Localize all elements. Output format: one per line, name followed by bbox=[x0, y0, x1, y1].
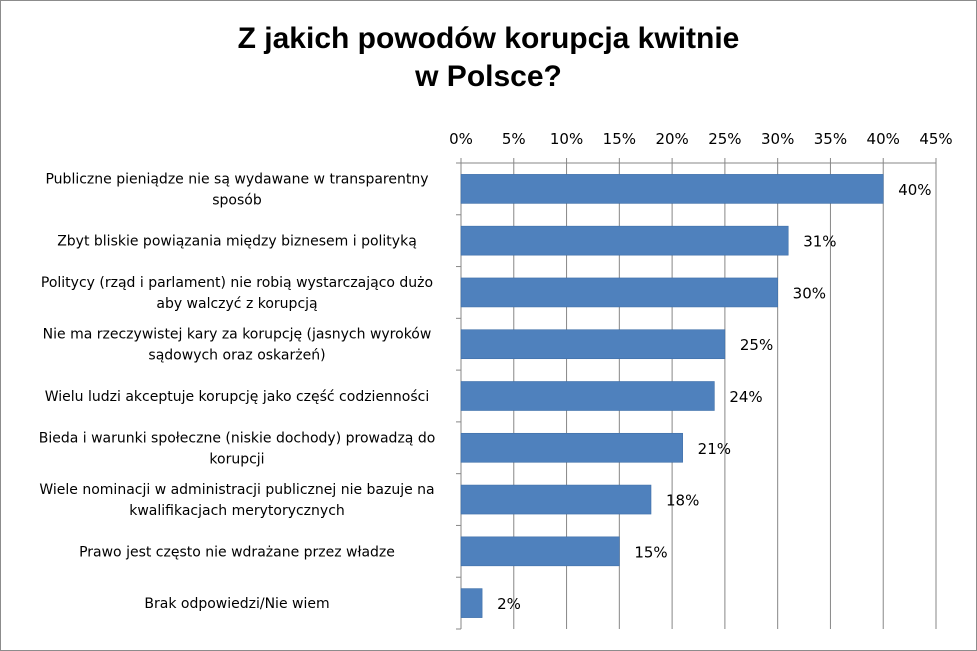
category-label-line: Publiczne pieniądze nie są wydawane w tr… bbox=[45, 171, 428, 187]
chart-title: Z jakich powodów korupcja kwitnie w Pols… bbox=[0, 20, 977, 96]
bar bbox=[460, 484, 652, 515]
category-label: Prawo jest często nie wdrażane przez wła… bbox=[79, 544, 395, 560]
x-tick-label: 0% bbox=[449, 130, 473, 148]
bar bbox=[460, 174, 884, 204]
x-tick-label: 25% bbox=[708, 130, 741, 148]
category-label: Politycy (rząd i parlament) nie robią wy… bbox=[41, 275, 433, 312]
category-label-line: kwalifikacjach merytorycznych bbox=[129, 503, 345, 519]
x-tick-label: 20% bbox=[655, 130, 688, 148]
data-label: 21% bbox=[698, 440, 731, 458]
category-label-line: Politycy (rząd i parlament) nie robią wy… bbox=[41, 275, 433, 291]
category-label: Zbyt bliskie powiązania między biznesem … bbox=[57, 234, 417, 250]
data-label: 2% bbox=[497, 595, 521, 613]
category-labels: Publiczne pieniądze nie są wydawane w tr… bbox=[39, 171, 436, 612]
bar bbox=[460, 432, 683, 463]
category-label: Publiczne pieniądze nie są wydawane w tr… bbox=[45, 171, 428, 208]
bar bbox=[460, 381, 715, 411]
category-label: Wielu ludzi akceptuje korupcję jako częś… bbox=[45, 389, 430, 405]
category-label-line: Brak odpowiedzi/Nie wiem bbox=[144, 596, 329, 612]
x-tick-label: 35% bbox=[814, 130, 847, 148]
x-tick-label: 40% bbox=[867, 130, 900, 148]
category-label-line: sposób bbox=[212, 192, 262, 208]
x-tick-label: 45% bbox=[919, 130, 952, 148]
category-label-line: aby walczyć z korupcją bbox=[156, 296, 317, 312]
category-label: Nie ma rzeczywistej kary za korupcję (ja… bbox=[43, 327, 432, 364]
data-label: 31% bbox=[803, 233, 836, 251]
data-labels: 40% 31% 30% 25% 24% 21% 18% 15% 2% bbox=[497, 181, 931, 613]
category-label-line: Wiele nominacji w administracji publiczn… bbox=[39, 482, 434, 498]
category-label-line: Nie ma rzeczywistej kary za korupcję (ja… bbox=[43, 327, 432, 343]
category-label-line: Wielu ludzi akceptuje korupcję jako częś… bbox=[45, 389, 430, 405]
bar bbox=[460, 588, 483, 618]
category-label-line: korupcji bbox=[209, 451, 264, 467]
x-tick-label: 10% bbox=[550, 130, 583, 148]
data-label: 30% bbox=[793, 284, 826, 302]
chart-title-line-1: Z jakich powodów korupcja kwitnie bbox=[237, 22, 740, 55]
data-label: 18% bbox=[666, 492, 699, 510]
x-tick-label: 30% bbox=[761, 130, 794, 148]
category-label: Brak odpowiedzi/Nie wiem bbox=[144, 596, 329, 612]
category-label: Wiele nominacji w administracji publiczn… bbox=[39, 482, 434, 519]
category-label-line: Bieda i warunki społeczne (niskie dochod… bbox=[39, 430, 436, 446]
data-label: 15% bbox=[634, 543, 667, 561]
x-tick-label: 15% bbox=[603, 130, 636, 148]
bar bbox=[460, 277, 778, 308]
x-tick-labels: 0% 5% 10% 15% 20% 25% 30% 35% 40% 45% bbox=[449, 130, 953, 148]
bar bbox=[460, 536, 620, 567]
data-label: 24% bbox=[729, 388, 762, 406]
category-label-line: sądowych oraz oskarżeń) bbox=[148, 348, 325, 364]
bar bbox=[460, 329, 726, 360]
bars bbox=[460, 174, 884, 618]
x-tick-label: 5% bbox=[502, 130, 526, 148]
chart-title-line-2: w Polsce? bbox=[415, 60, 562, 93]
data-label: 40% bbox=[898, 181, 931, 199]
data-label: 25% bbox=[740, 336, 773, 354]
category-label-line: Zbyt bliskie powiązania między biznesem … bbox=[57, 234, 417, 250]
category-label-line: Prawo jest często nie wdrażane przez wła… bbox=[79, 544, 395, 560]
bar bbox=[460, 225, 789, 256]
category-label: Bieda i warunki społeczne (niskie dochod… bbox=[39, 430, 436, 467]
